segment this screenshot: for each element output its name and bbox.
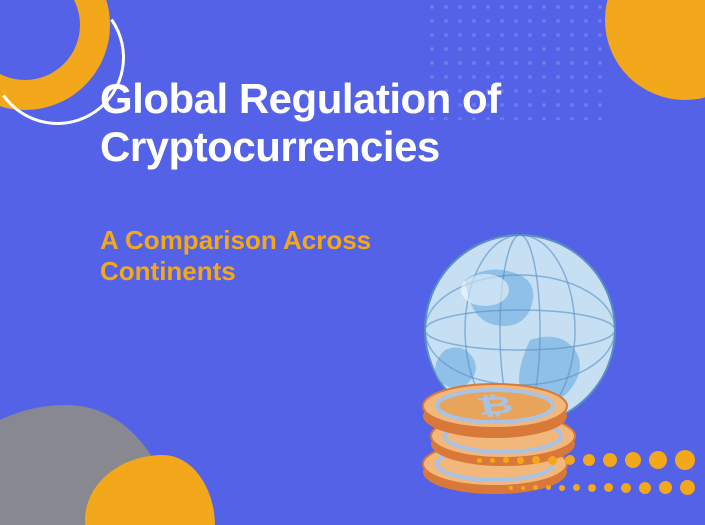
svg-text:₿: ₿ (474, 391, 516, 421)
halftone-dots-bottom (477, 450, 695, 495)
infographic-slide: Global Regulation of Cryptocurrencies A … (0, 0, 705, 525)
slide-title: Global Regulation of Cryptocurrencies (100, 75, 600, 172)
orange-corner-wedge (605, 0, 705, 100)
